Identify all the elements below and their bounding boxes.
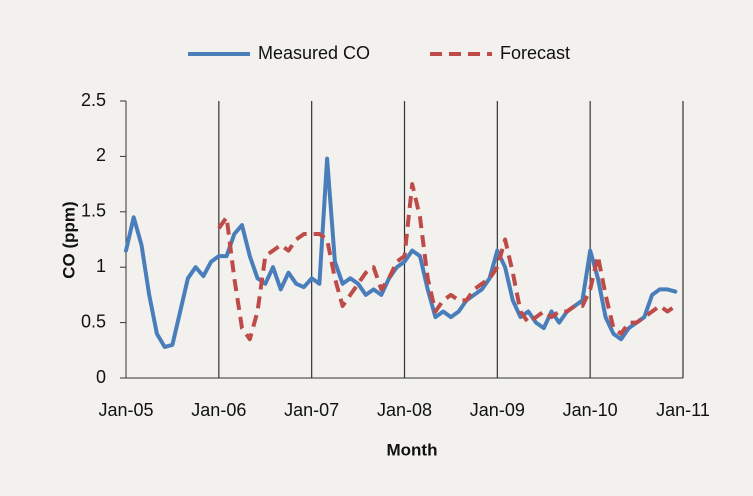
y-tick-label: 0 <box>96 367 106 387</box>
x-tick-label: Jan-05 <box>98 400 153 420</box>
x-tick-label: Jan-10 <box>563 400 618 420</box>
y-tick-label: 1 <box>96 256 106 276</box>
y-tick-label: 2.5 <box>81 90 106 110</box>
y-tick-label: 2 <box>96 145 106 165</box>
x-axis-title: Month <box>387 440 438 459</box>
x-tick-label: Jan-07 <box>284 400 339 420</box>
legend-label: Measured CO <box>258 43 370 63</box>
x-tick-label: Jan-09 <box>470 400 525 420</box>
y-tick-label: 1.5 <box>81 201 106 221</box>
series-line <box>124 156 678 349</box>
x-tick-label: Jan-08 <box>377 400 432 420</box>
x-tick-label: Jan-06 <box>191 400 246 420</box>
x-tick-label: Jan-11 <box>656 400 710 420</box>
y-tick-label: 0.5 <box>81 311 106 331</box>
series-line <box>217 182 677 342</box>
y-axis-title: CO (ppm) <box>59 201 78 278</box>
legend-label: Forecast <box>500 43 570 63</box>
